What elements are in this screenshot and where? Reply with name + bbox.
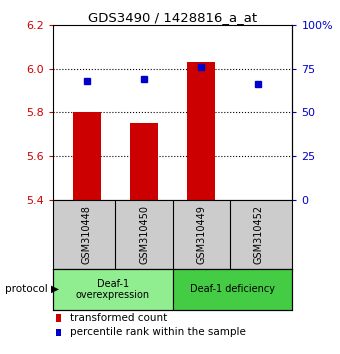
Text: percentile rank within the sample: percentile rank within the sample: [70, 327, 246, 337]
FancyBboxPatch shape: [53, 269, 173, 310]
Text: GSM310450: GSM310450: [139, 205, 149, 264]
Text: GSM310448: GSM310448: [82, 205, 92, 264]
Bar: [187, 62, 215, 200]
Bar: [73, 113, 101, 200]
Text: GSM310449: GSM310449: [196, 205, 206, 264]
Text: transformed count: transformed count: [70, 313, 167, 323]
FancyBboxPatch shape: [173, 269, 292, 310]
Bar: [130, 123, 158, 200]
Text: Deaf-1
overexpression: Deaf-1 overexpression: [75, 279, 150, 300]
Text: Deaf-1 deficiency: Deaf-1 deficiency: [190, 284, 275, 295]
Text: GSM310452: GSM310452: [253, 205, 263, 264]
Title: GDS3490 / 1428816_a_at: GDS3490 / 1428816_a_at: [88, 11, 257, 24]
Text: protocol ▶: protocol ▶: [5, 284, 59, 295]
